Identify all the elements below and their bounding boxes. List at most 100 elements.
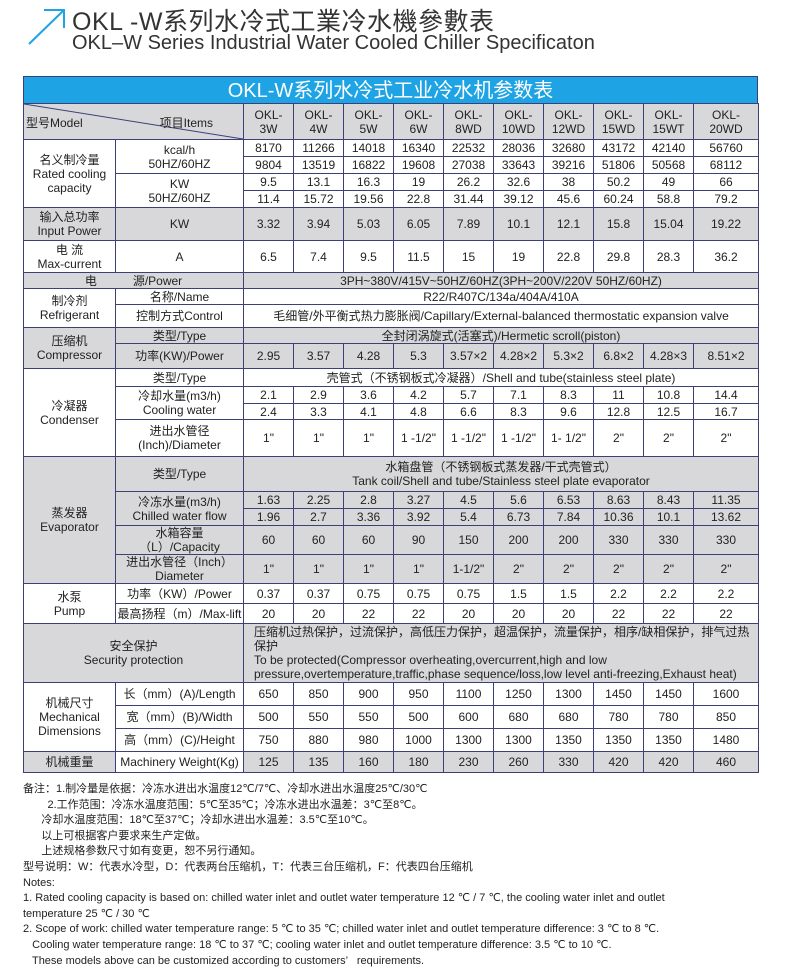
condenser-row: 2.4 3.3 4.1 4.8 6.6 8.3 9.6 12.8 12.5 16.7 (24, 403, 759, 420)
value-cell: 11266 (293, 139, 344, 157)
value-cell: 22 (693, 603, 759, 624)
value-cell: 11.5 (393, 240, 444, 273)
value-cell: 27038 (443, 156, 494, 174)
model-header: OKL- 12WD (543, 103, 594, 140)
value-cell: 19608 (393, 156, 444, 174)
value-cell: 4.28×3 (643, 343, 694, 369)
value-cell: 22.8 (543, 240, 594, 273)
value-cell: 1" (243, 419, 294, 457)
value-cell: 2" (643, 419, 694, 457)
value-cell: 15.72 (293, 190, 344, 208)
value-cell: 330 (643, 525, 694, 555)
spec-table-wrapper: OKL-W系列水冷式工业冷水机参数表 型号Model 项目Items OKL- 3W… (23, 76, 759, 773)
value-cell: 2.9 (293, 386, 344, 404)
note-line: temperature 25 ℃ / 30 ℃ (23, 907, 150, 920)
value-cell: 2.4 (243, 403, 294, 420)
value-cell: 2.2 (693, 583, 759, 604)
value-cell: 20 (543, 603, 594, 624)
value-cell: 850 (293, 682, 344, 706)
cooling-label: 名义制冷量 Rated cooling capacity (23, 139, 116, 208)
value-cell: 28.3 (643, 240, 694, 273)
compressor-power-label: 功率(KW)/Power (115, 343, 244, 369)
spec-table: 型号Model 项目Items OKL- 3W OKL- 4W OKL- 5W OKL- … (23, 103, 759, 773)
value-cell: 550 (343, 705, 394, 729)
evaporator-row: 水箱容量（L）/Capacity 60 60 60 90 150 200 200 330 330 3… (24, 525, 759, 555)
value-cell: 2" (593, 554, 644, 584)
model-header: OKL- 6W (393, 103, 444, 140)
value-cell: 79.2 (693, 190, 759, 208)
table-title: OKL-W系列水冷式工业冷水机参数表 (23, 76, 758, 103)
value-cell: 330 (693, 525, 759, 555)
value-cell: 7.1 (493, 386, 544, 404)
value-cell: 49 (643, 173, 694, 191)
value-cell: 1.96 (243, 508, 294, 526)
value-cell: 1" (293, 419, 344, 457)
evaporator-label: 蒸发器 Evaporator (23, 456, 116, 584)
value-cell: 10.1 (643, 508, 694, 526)
value-cell: 68112 (693, 156, 759, 174)
value-cell: 2.8 (343, 491, 394, 509)
value-cell: 2.2 (643, 583, 694, 604)
cooling-row: KW 50HZ/60HZ 9.5 13.1 16.3 19 26.2 32.6 38 50.2 4… (24, 173, 759, 208)
input-power-row: 输入总功率 Input Power KW 3.32 3.94 5.03 6.05 7.89 1… (23, 207, 759, 241)
value-cell: 36.2 (693, 240, 759, 273)
current-unit: A (115, 240, 244, 273)
value-cell: 8.3 (493, 403, 544, 420)
value-cell: 180 (393, 751, 444, 773)
value-cell: 3.32 (243, 207, 294, 241)
value-cell: 9804 (243, 156, 294, 174)
value-cell: 32.6 (493, 173, 544, 191)
value-cell: 4.2 (393, 386, 444, 404)
value-cell: 200 (543, 525, 594, 555)
value-cell: 500 (243, 705, 294, 729)
refrigerant-control-label: 控制方式Control (115, 304, 244, 328)
value-cell: 6.6 (443, 403, 494, 420)
heading-cn: OKL -W系列水冷式工業冷水機參數表 (72, 8, 495, 36)
value-cell: 1350 (643, 728, 694, 752)
cooling-row: 名义制冷量 Rated cooling capacity kcal/h 50HZ/… (23, 139, 759, 208)
value-cell: 22 (343, 603, 394, 624)
model-header: OKL- 3W (243, 103, 294, 140)
refrigerant-name-label: 名称/Name (115, 288, 244, 305)
value-cell: 980 (343, 728, 394, 752)
value-cell: 135 (293, 751, 344, 773)
value-cell: 32680 (543, 139, 594, 157)
note-line: Notes: (23, 876, 55, 889)
value-cell: 12.5 (643, 403, 694, 420)
value-cell: 15 (443, 240, 494, 273)
cooling-row: 9804 13519 16822 19608 27038 33643 39216 51806 5… (24, 156, 759, 174)
value-cell: 15.8 (593, 207, 644, 241)
value-cell: 330 (543, 751, 594, 773)
value-cell: 0.75 (393, 583, 444, 604)
value-cell: 4.28 (343, 343, 394, 369)
condenser-row: 进出水管径 (Inch)/Diameter 1" 1" 1" 1 -1/2" 1 -1/2… (24, 419, 759, 457)
value-cell: 22.8 (393, 190, 444, 208)
value-cell: 14018 (343, 139, 394, 157)
model-header: OKL- 10WD (493, 103, 544, 140)
value-cell: 33643 (493, 156, 544, 174)
value-cell: 19.22 (693, 207, 759, 241)
value-cell: 230 (443, 751, 494, 773)
value-cell: 2.95 (243, 343, 294, 369)
value-cell: 19 (393, 173, 444, 191)
value-cell: 2" (493, 554, 544, 584)
value-cell: 6.5 (243, 240, 294, 273)
value-cell: 4.5 (443, 491, 494, 509)
evaporator-row: 1.96 2.7 3.36 3.92 5.4 6.73 7.84 10.36 10.1 13.62 (24, 508, 759, 526)
value-cell: 60 (243, 525, 294, 555)
refrigerant-control: 毛细管/外平衡式热力膨胀阀/Capillary/External-balance… (243, 304, 759, 328)
condenser-row: 冷却水量(m3/h) Cooling water 2.1 2.9 3.6 4.2 5.7 7… (24, 386, 759, 420)
pump-label: 水泵 Pump (23, 583, 116, 624)
value-cell: 22 (643, 603, 694, 624)
evaporator-type: 水箱盘管（不锈钢板式蒸发器/干式壳管式） Tank coil/Shell and… (243, 456, 759, 492)
value-cell: 200 (493, 525, 544, 555)
value-cell: 51806 (593, 156, 644, 174)
value-cell: 45.6 (543, 190, 594, 208)
value-cell: 31.44 (443, 190, 494, 208)
value-cell: 150 (443, 525, 494, 555)
header-items: 项目Items (159, 116, 213, 130)
value-cell: 1 -1/2" (393, 419, 444, 457)
evaporator-capacity-label: 水箱容量（L）/Capacity (115, 525, 244, 555)
value-cell: 950 (393, 682, 444, 706)
value-cell: 16.7 (693, 403, 759, 420)
